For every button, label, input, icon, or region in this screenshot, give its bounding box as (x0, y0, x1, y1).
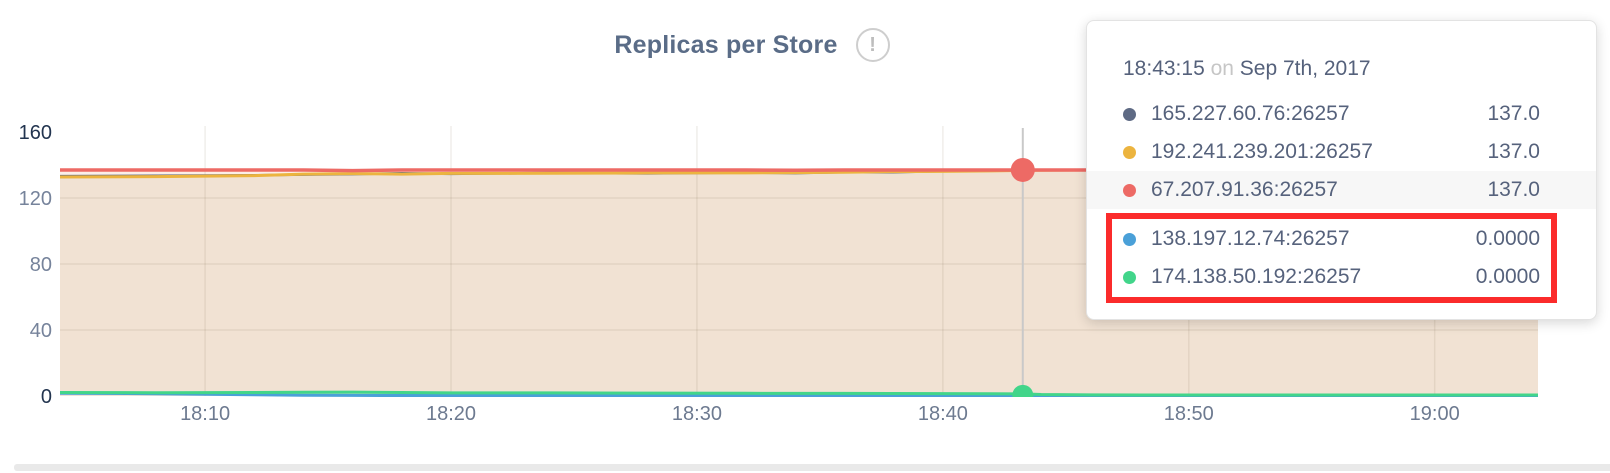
series-name: 192.241.239.201:26257 (1151, 140, 1373, 163)
series-line (60, 390, 1538, 397)
series-value: 0.0000 (1475, 227, 1540, 250)
hover-dot-green (1012, 384, 1034, 397)
x-tick-label: 19:00 (1410, 403, 1460, 425)
crosshair (1010, 128, 1035, 397)
tooltip-timestamp: 18:43:15 on Sep 7th, 2017 (1087, 55, 1596, 83)
tooltip-series-row: 192.241.239.201:26257 137.0 (1087, 133, 1596, 171)
info-icon[interactable]: ! (855, 28, 890, 62)
bottom-panel-divider (14, 464, 1610, 471)
x-tick-label: 18:50 (1164, 403, 1214, 425)
tooltip-series-row: 67.207.91.36:26257 137.0 (1087, 171, 1596, 209)
y-tick-label: 40 (30, 320, 52, 342)
y-tick-label: 160 (19, 122, 52, 144)
tooltip-date: Sep 7th, 2017 (1239, 57, 1371, 80)
tooltip-rows: 165.227.60.76:26257 137.0 192.241.239.201:… (1087, 95, 1596, 303)
chart-header: Replicas per Store ! (0, 28, 1504, 62)
series-name: 138.197.12.74:26257 (1151, 227, 1350, 250)
hover-dot-red (1010, 157, 1035, 182)
chart-tooltip: 18:43:15 on Sep 7th, 2017 165.227.60.76:… (1086, 20, 1597, 320)
series-value: 137.0 (1487, 178, 1540, 201)
x-tick-label: 18:40 (918, 403, 968, 425)
y-axis-labels: 160 120 80 40 0 (19, 122, 52, 408)
tooltip-series-row: 165.227.60.76:26257 137.0 (1087, 95, 1596, 133)
series-color-dot (1123, 183, 1136, 197)
x-tick-label: 18:20 (426, 403, 476, 425)
x-tick-label: 18:10 (180, 403, 230, 425)
y-tick-label: 80 (30, 254, 52, 276)
series-color-dot (1123, 232, 1136, 246)
y-tick-label: 120 (19, 188, 52, 210)
series-color-dot (1123, 270, 1136, 284)
tooltip-conjunction: on (1210, 57, 1234, 80)
x-axis-labels: 18:10 18:20 18:30 18:40 18:50 19:00 (180, 403, 1460, 425)
tooltip-series-row: 138.197.12.74:26257 0.0000 (1112, 220, 1551, 258)
red-annotation-box: 138.197.12.74:26257 0.0000 174.138.50.192:… (1106, 213, 1557, 303)
series-value: 137.0 (1487, 140, 1540, 163)
chart-title: Replicas per Store (614, 30, 838, 59)
y-tick-label: 0 (41, 386, 52, 408)
series-name: 67.207.91.36:26257 (1151, 178, 1338, 201)
series-color-dot (1123, 145, 1136, 159)
x-tick-label: 18:30 (672, 403, 722, 425)
tooltip-time: 18:43:15 (1123, 57, 1205, 80)
series-name: 165.227.60.76:26257 (1151, 102, 1350, 125)
series-color-dot (1123, 107, 1136, 121)
series-value: 137.0 (1487, 102, 1540, 125)
tooltip-series-row: 174.138.50.192:26257 0.0000 (1112, 258, 1551, 296)
series-name: 174.138.50.192:26257 (1151, 265, 1362, 288)
series-value: 0.0000 (1475, 265, 1540, 288)
